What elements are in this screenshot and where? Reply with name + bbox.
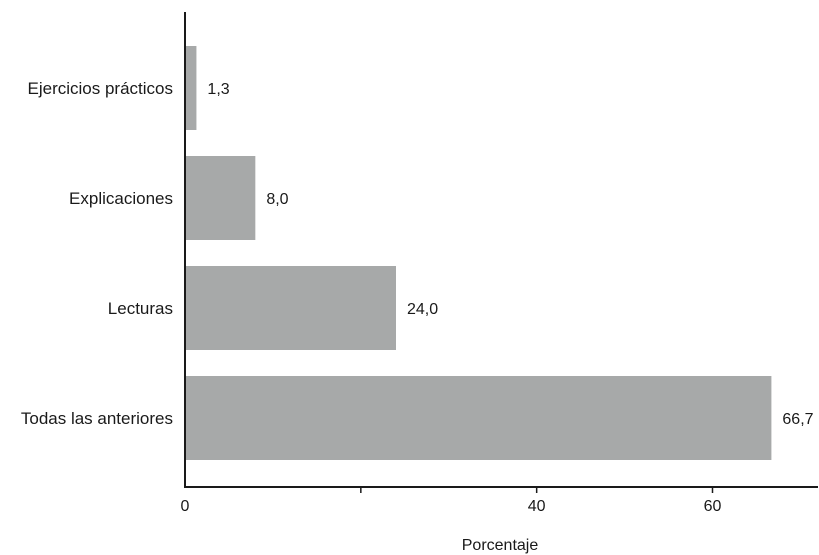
axes-layer: 0 40 60 Porcentaje (181, 12, 818, 554)
x-tick-label-0: 0 (181, 498, 190, 515)
x-ticks: 0 40 60 (181, 487, 722, 515)
x-tick-label-40: 40 (528, 498, 546, 515)
bar-ejercicios-practicos (185, 46, 197, 130)
category-label-ejercicios-practicos: Ejercicios prácticos (28, 79, 174, 98)
value-label-lecturas: 24,0 (407, 301, 438, 318)
value-label-ejercicios-practicos: 1,3 (207, 81, 229, 98)
bar-explicaciones (185, 156, 256, 240)
x-tick-label-60: 60 (704, 498, 722, 515)
category-label-todas-las-anteriores: Todas las anteriores (21, 409, 173, 428)
bars-layer (185, 46, 772, 460)
bar-lecturas (185, 266, 396, 350)
category-label-explicaciones: Explicaciones (69, 189, 173, 208)
bar-todas-las-anteriores (185, 376, 772, 460)
x-axis-title: Porcentaje (462, 537, 539, 554)
category-label-lecturas: Lecturas (108, 299, 173, 318)
labels-layer: Ejercicios prácticos 1,3 Explicaciones 8,0 L… (21, 79, 814, 428)
value-label-todas-las-anteriores: 66,7 (782, 411, 813, 428)
value-label-explicaciones: 8,0 (266, 191, 288, 208)
